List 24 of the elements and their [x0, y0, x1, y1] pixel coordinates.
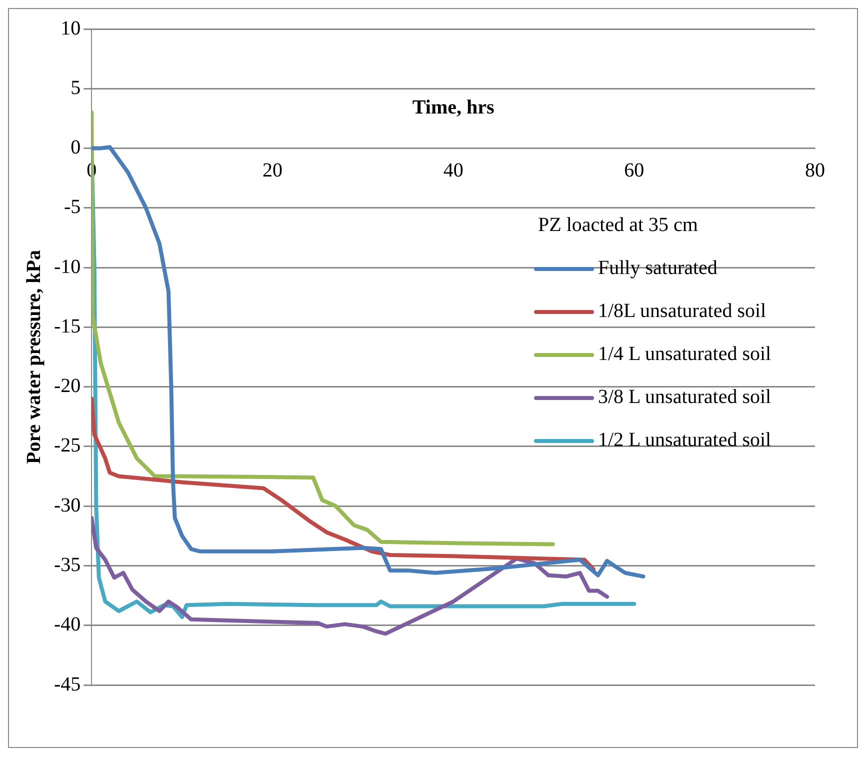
y-tick-label: -15 [54, 315, 81, 338]
legend-label: 1/2 L unsaturated soil [598, 429, 772, 452]
x-tick-label: 80 [805, 160, 825, 182]
y-tick-label: 5 [70, 76, 81, 99]
y-tick-label: 0 [70, 136, 81, 159]
legend-label: 1/8L unsaturated soil [598, 300, 766, 323]
legend-title: PZ loacted at 35 cm [537, 214, 699, 237]
legend-label: Fully saturated [598, 257, 718, 280]
y-tick-label: -25 [54, 434, 81, 457]
legend-label: 1/4 L unsaturated soil [598, 343, 772, 366]
y-tick-label: -5 [64, 196, 81, 218]
x-axis-title: Time, hrs [412, 96, 494, 118]
legend-label: 3/8 L unsaturated soil [598, 386, 772, 409]
y-tick-label: -30 [54, 494, 81, 516]
y-tick-label: -40 [54, 614, 81, 636]
y-tick-label: -45 [54, 673, 81, 696]
y-tick-label: -35 [54, 554, 81, 576]
x-tick-label: 40 [443, 160, 464, 182]
y-tick-label: -20 [54, 375, 81, 398]
x-tick-label: 20 [262, 160, 282, 182]
y-tick-label: -10 [54, 256, 81, 278]
x-tick-label: 60 [624, 160, 644, 182]
y-axis-title: Pore water pressure, kPa [23, 250, 46, 464]
y-tick-label: 10 [60, 17, 81, 40]
